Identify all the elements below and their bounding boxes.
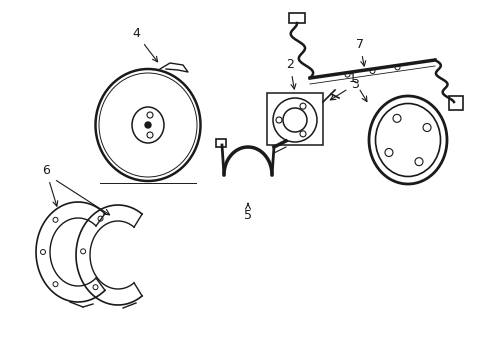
Text: 2: 2: [285, 58, 295, 89]
Text: 5: 5: [244, 203, 251, 222]
Text: 7: 7: [355, 38, 365, 66]
Circle shape: [145, 122, 151, 128]
Text: 3: 3: [330, 78, 358, 100]
Text: 6: 6: [42, 164, 58, 206]
Text: 1: 1: [348, 72, 366, 102]
Text: 4: 4: [132, 27, 157, 62]
